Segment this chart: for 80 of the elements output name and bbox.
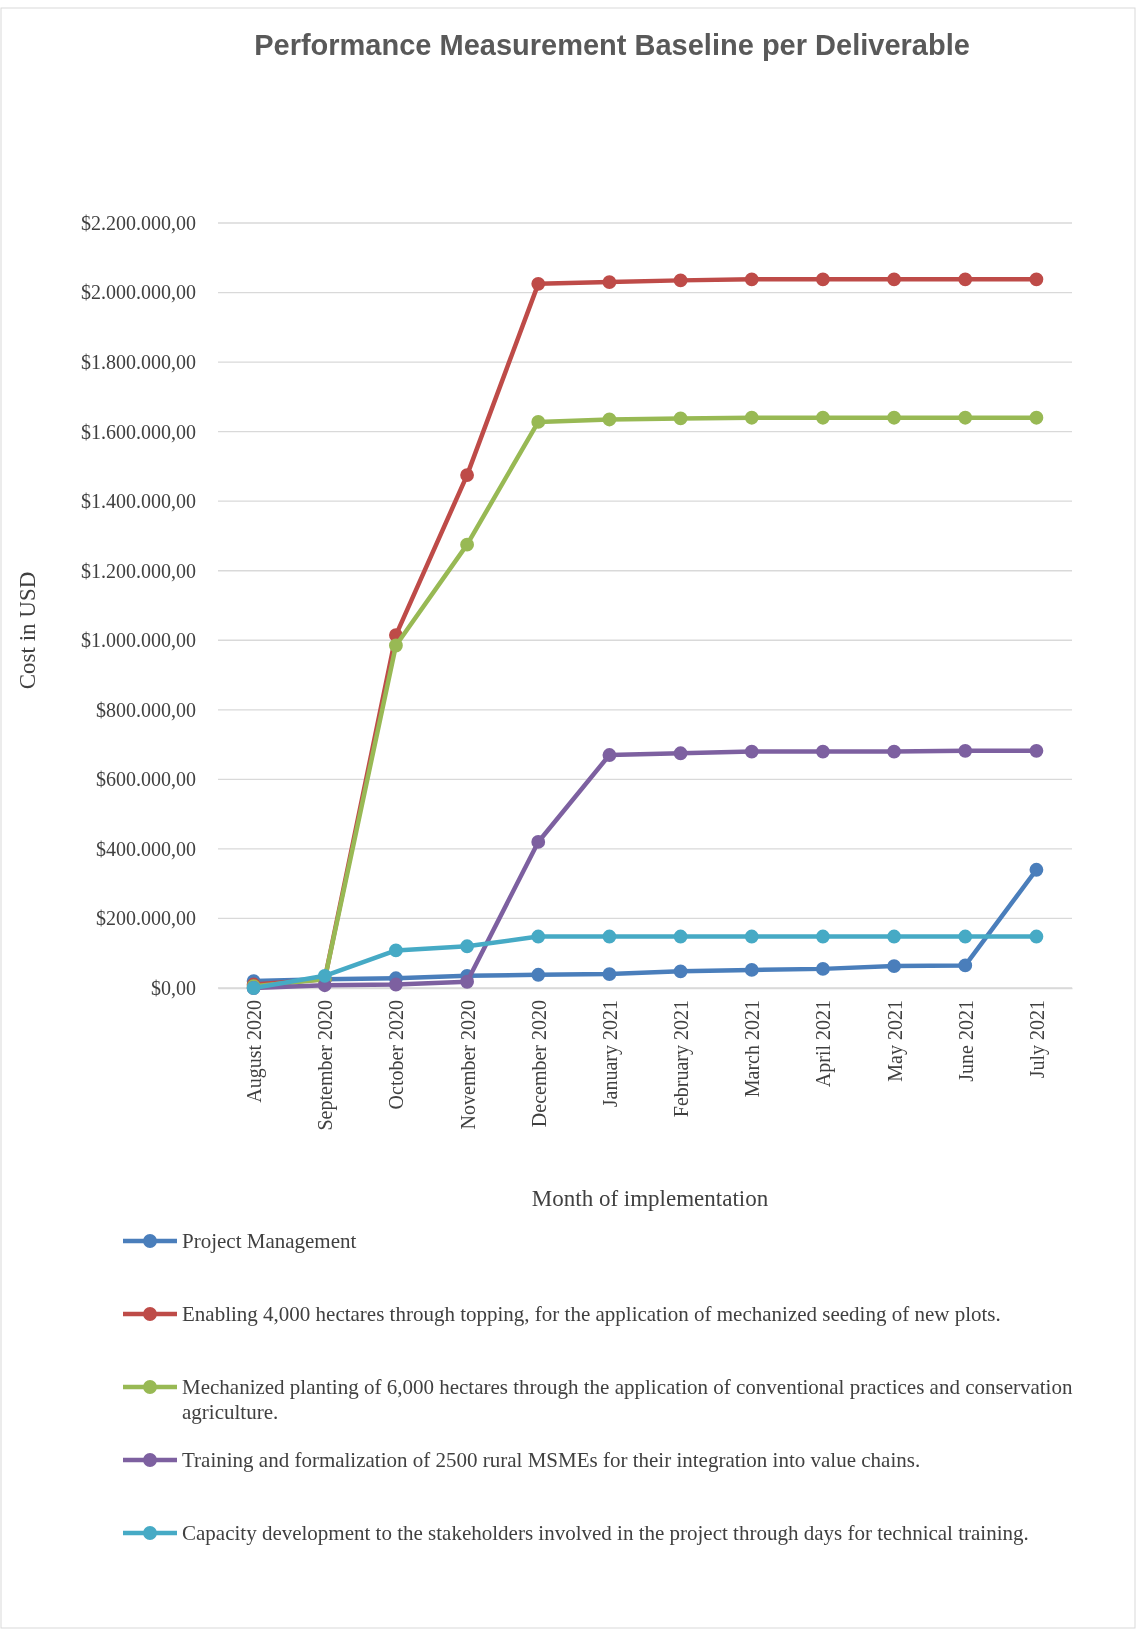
y-axis-title: Cost in USD	[15, 571, 40, 690]
point	[531, 967, 546, 982]
point	[744, 272, 759, 287]
point	[673, 964, 688, 979]
point	[673, 746, 688, 761]
point	[460, 939, 474, 954]
x-tick-label: October 2020	[385, 1000, 408, 1110]
x-tick-label: July 2021	[1025, 1000, 1049, 1079]
y-tick-label: $800.000,00	[96, 698, 196, 721]
point	[744, 410, 759, 425]
point	[460, 537, 474, 552]
point	[531, 276, 546, 291]
x-tick-label: January 2021	[598, 1000, 622, 1108]
point	[887, 929, 901, 944]
point	[460, 974, 474, 989]
point	[1029, 743, 1044, 758]
y-tick-label: $1.200.000,00	[81, 559, 196, 582]
point	[816, 410, 830, 425]
point	[816, 929, 830, 944]
legend-label: Enabling 4,000 hectares through topping, for the application of mechanized seeding of new plots.	[182, 1302, 1001, 1326]
y-tick-label: $400.000,00	[96, 837, 196, 860]
legend-label: Capacity development to the stakeholders involved in the project through days for technical training.	[182, 1521, 1029, 1545]
y-tick-label: $1.800.000,00	[81, 350, 196, 373]
point	[602, 929, 617, 944]
point	[958, 929, 973, 944]
y-tick-label: $1.400.000,00	[81, 490, 196, 513]
point	[816, 744, 830, 759]
point	[816, 961, 830, 976]
point	[531, 929, 546, 944]
point	[958, 743, 973, 758]
x-tick-label: September 2020	[314, 1000, 338, 1131]
x-tick-label: April 2021	[812, 1000, 836, 1088]
y-tick-label: $200.000,00	[96, 907, 196, 930]
x-tick-label: June 2021	[954, 1000, 977, 1082]
y-tick-label: $2.000.000,00	[81, 281, 196, 304]
x-tick-label: March 2021	[741, 1000, 764, 1098]
y-tick-label: $1.000.000,00	[81, 629, 196, 652]
x-tick-label: February 2021	[670, 1000, 694, 1118]
point	[602, 967, 617, 981]
point	[958, 272, 973, 287]
y-tick-label: $600.000,00	[96, 768, 196, 791]
point	[1029, 272, 1044, 287]
point	[602, 275, 617, 290]
point	[602, 412, 617, 427]
x-tick-label: November 2020	[456, 1000, 479, 1130]
point	[1029, 862, 1044, 877]
point	[744, 929, 759, 944]
point	[531, 835, 546, 849]
point	[389, 638, 403, 653]
point	[673, 929, 688, 944]
point	[744, 744, 759, 759]
point	[389, 943, 403, 958]
chart-title: Performance Measurement Baseline per Deliverable	[254, 29, 970, 61]
point	[1029, 410, 1044, 425]
y-tick-label: $2.200.000,00	[81, 211, 196, 234]
legend-label: Mechanized planting of 6,000 hectares through the application of conventional practices and conservation agriculture.	[182, 1375, 1073, 1424]
legend-label: Project Management	[182, 1229, 357, 1253]
point	[887, 959, 901, 973]
point	[673, 411, 688, 426]
point	[887, 744, 901, 759]
y-tick-label: $0,00	[151, 976, 196, 999]
point	[602, 748, 617, 762]
point	[816, 272, 830, 287]
point	[744, 963, 759, 977]
x-tick-label: May 2021	[883, 1000, 907, 1082]
point	[958, 410, 973, 425]
y-tick-label: $1.600.000,00	[81, 420, 196, 443]
point	[389, 977, 403, 992]
point	[887, 410, 901, 425]
point	[460, 468, 474, 482]
point	[673, 273, 688, 288]
x-axis-title: Month of implementation	[531, 1186, 769, 1211]
point	[958, 958, 973, 973]
legend-label: Training and formalization of 2500 rural MSMEs for their integration into value chains.	[182, 1448, 921, 1472]
point	[317, 968, 332, 983]
point	[531, 415, 546, 429]
point	[887, 272, 901, 287]
x-tick-label: December 2020	[527, 1000, 550, 1128]
x-tick-label: August 2020	[243, 1000, 267, 1103]
point	[1029, 929, 1044, 944]
